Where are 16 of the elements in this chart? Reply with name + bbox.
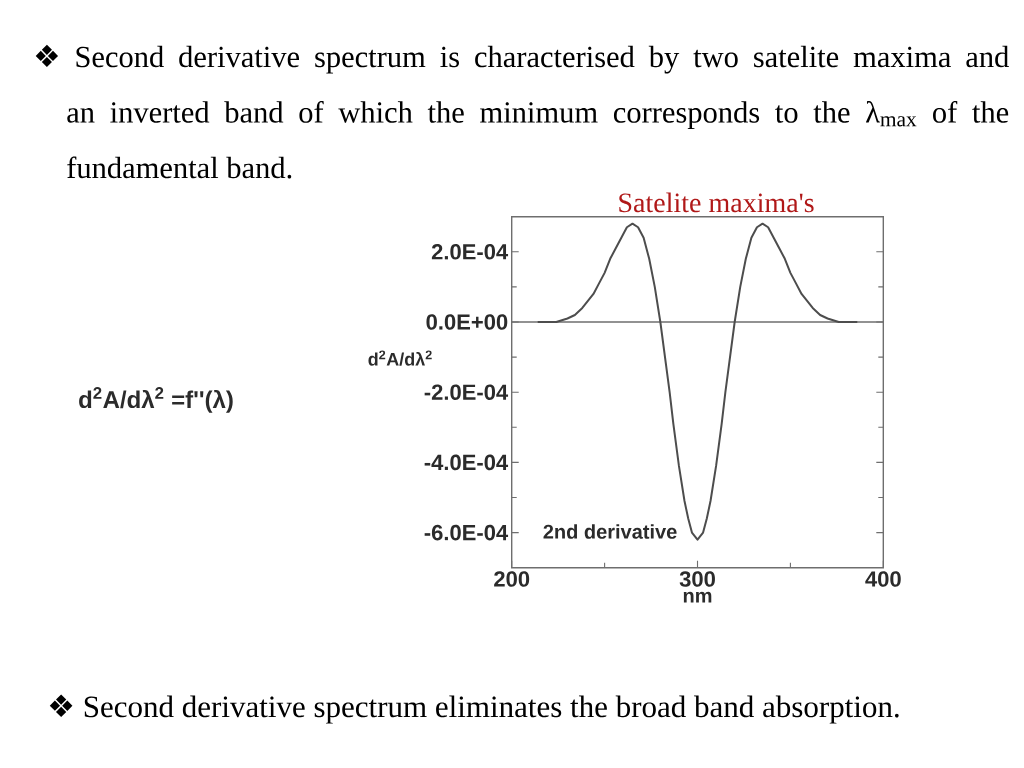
x-tick-label: 300 — [679, 571, 715, 587]
text: Satelite maxima's — [619, 192, 814, 213]
text: d$^{2}$A/dλ$^{2}$ =f''(λ) — [79, 387, 233, 413]
series-label: 2nd derivative — [543, 524, 677, 539]
y-tick-label: 0.0E+00 — [426, 314, 508, 330]
y-tick-label: 2.0E-04 — [431, 244, 509, 260]
text: ❖ Second derivative spectrum eliminates the broad band absorption. — [49, 694, 899, 724]
chart-title: ❖ Second derivative spectrum is characterised by two satelite maxima and an inverted band of which the minimum corresponds to the λ$_{max}$ of the fundamental band. — [35, 44, 1009, 179]
line-series — [536, 222, 859, 541]
y-tick-label: -2.0E-04 — [424, 384, 509, 400]
x-tick-label: 400 — [865, 571, 901, 587]
y-tick-label: -4.0E-04 — [424, 454, 509, 471]
y-axis-title: d$^{2}$A/dλ$^{2}$ — [368, 350, 432, 366]
x-tick-label: 200 — [494, 571, 530, 587]
x-axis-title: nm — [683, 591, 712, 603]
y-tick-label: -6.0E-04 — [424, 524, 509, 541]
